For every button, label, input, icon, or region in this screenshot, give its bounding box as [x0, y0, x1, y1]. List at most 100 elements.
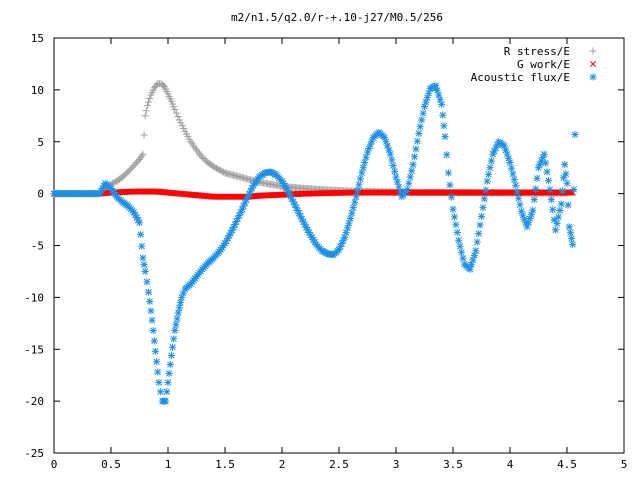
data-point: [395, 183, 403, 191]
data-point: [432, 82, 440, 90]
data-point: [419, 109, 427, 117]
data-point: [139, 150, 147, 158]
data-point: [487, 157, 495, 165]
data-point: [565, 223, 573, 231]
data-point: [361, 159, 369, 166]
series-1: [50, 188, 576, 200]
data-point: [247, 187, 255, 195]
data-point: [550, 216, 558, 224]
data-point: [166, 360, 174, 368]
data-point: [173, 315, 181, 323]
data-point: [453, 229, 461, 237]
data-point: [174, 309, 182, 317]
data-point: [349, 204, 357, 212]
data-point: [449, 205, 457, 213]
x-tick-label: 0.5: [101, 458, 121, 471]
data-point: [124, 168, 132, 176]
data-point: [388, 156, 396, 164]
data-point: [339, 236, 347, 244]
y-tick-label: -15: [24, 343, 44, 356]
data-point: [543, 168, 551, 176]
data-point: [569, 240, 577, 248]
data-point: [515, 194, 523, 202]
data-point: [137, 230, 145, 238]
data-point: [345, 219, 353, 227]
data-point: [553, 219, 561, 227]
data-point: [130, 162, 138, 170]
data-point: [146, 298, 154, 306]
x-tick-label: 3.5: [443, 458, 463, 471]
data-point: [295, 209, 303, 217]
data-point: [194, 148, 202, 156]
data-point: [291, 201, 299, 209]
data-point: [532, 185, 540, 193]
legend-label: G work/E: [517, 58, 570, 71]
data-point: [473, 238, 481, 246]
data-point: [215, 166, 223, 174]
data-point: [433, 86, 441, 94]
data-point: [444, 169, 452, 177]
data-point: [147, 307, 155, 315]
data-point: [217, 167, 225, 175]
data-point: [178, 122, 186, 130]
data-point: [440, 122, 448, 130]
data-point: [351, 198, 359, 206]
data-point: [446, 181, 454, 189]
data-point: [470, 251, 478, 259]
x-tick-label: 0: [51, 458, 58, 471]
data-point: [564, 201, 572, 209]
data-point: [482, 186, 490, 194]
data-point: [393, 178, 401, 186]
data-point: [344, 224, 352, 232]
data-point: [149, 327, 157, 335]
data-point: [165, 369, 173, 377]
data-point: [389, 162, 397, 170]
x-tick-label: 1: [165, 458, 172, 471]
data-point: [167, 351, 175, 359]
data-point: [570, 185, 578, 193]
data-point: [142, 107, 150, 115]
x-tick-label: 1.5: [215, 458, 235, 471]
data-point: [143, 101, 151, 109]
data-point: [529, 206, 537, 214]
data-point: [140, 261, 148, 269]
data-point: [452, 221, 460, 229]
data-point: [450, 213, 458, 221]
data-point: [439, 111, 447, 119]
data-point: [542, 159, 550, 167]
data-point: [175, 304, 183, 312]
data-point: [566, 189, 574, 196]
x-tick-label: 3: [393, 458, 400, 471]
y-tick-label: -20: [24, 395, 44, 408]
data-point: [355, 181, 363, 189]
data-point: [472, 247, 480, 255]
data-point: [483, 177, 491, 185]
legend-marker: [589, 60, 597, 68]
data-point: [143, 278, 151, 286]
x-tick-label: 4.5: [557, 458, 577, 471]
y-tick-label: -10: [24, 291, 44, 304]
data-point: [214, 165, 222, 173]
data-point: [211, 163, 219, 171]
data-point: [110, 179, 118, 187]
data-point: [468, 261, 476, 269]
data-point: [485, 170, 493, 178]
data-point: [436, 96, 444, 104]
data-point: [359, 164, 367, 172]
data-point: [354, 187, 362, 195]
data-point: [289, 198, 297, 206]
data-point: [141, 112, 149, 120]
data-point: [507, 164, 515, 172]
y-tick-label: -25: [24, 447, 44, 460]
x-tick-label: 4: [507, 458, 514, 471]
data-point: [150, 337, 158, 345]
data-point: [362, 153, 370, 161]
legend-label: Acoustic flux/E: [471, 71, 570, 84]
data-point: [447, 193, 455, 201]
data-point: [409, 161, 417, 169]
legend-label: R stress/E: [504, 45, 570, 58]
data-point: [443, 151, 451, 159]
data-point: [208, 162, 216, 170]
data-point: [403, 185, 411, 193]
